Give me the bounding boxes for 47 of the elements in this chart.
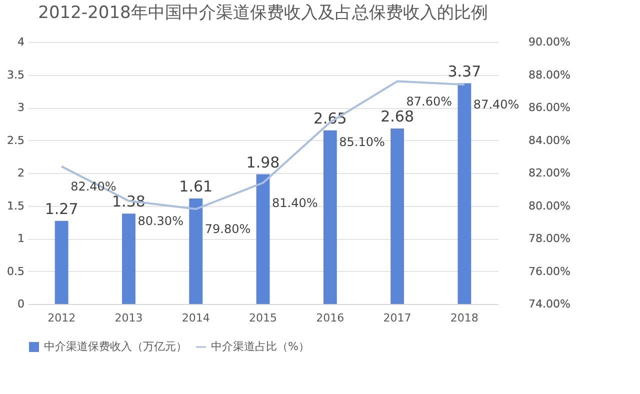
bar xyxy=(256,174,270,304)
data-label: 87.40% xyxy=(473,98,520,112)
y2-tick-label: 82.00% xyxy=(528,166,570,180)
y2-tick-label: 86.00% xyxy=(528,101,570,114)
data-label: 79.80% xyxy=(204,222,251,236)
y-tick-label: 0 xyxy=(18,298,24,310)
data-label: 82.40% xyxy=(70,179,116,194)
data-label: 87.60% xyxy=(406,94,452,108)
data-label: 2.68 xyxy=(380,107,414,126)
x-tick-label: 2012 xyxy=(48,312,76,324)
y-tick-label: 1.5 xyxy=(7,199,24,212)
legend-label: 中介渠道保费收入（万亿元） xyxy=(44,340,187,353)
y2-tick-label: 76.00% xyxy=(528,264,570,278)
data-label: 3.37 xyxy=(448,62,482,80)
x-tick-label: 2017 xyxy=(383,312,412,324)
y-tick-label: 4 xyxy=(18,36,24,48)
bar xyxy=(390,128,404,304)
data-label: 80.30% xyxy=(138,214,184,228)
chart-title: 2012-2018年中国中介渠道保费收入及占总保费收入的比例 xyxy=(38,3,488,23)
y2-tick-label: 88.00% xyxy=(528,68,570,82)
y2-tick-label: 80.00% xyxy=(528,199,570,212)
y2-tick-label: 78.00% xyxy=(528,232,570,245)
bar xyxy=(54,220,68,304)
bar xyxy=(323,130,337,304)
y2-tick-label: 74.00% xyxy=(528,298,570,310)
y-tick-label: 0.5 xyxy=(7,264,24,278)
x-tick-label: 2015 xyxy=(249,312,277,324)
x-tick-label: 2018 xyxy=(450,312,478,324)
x-tick-label: 2016 xyxy=(316,312,344,324)
y2-tick-label: 84.00% xyxy=(528,134,570,147)
bar xyxy=(122,214,136,304)
y-tick-label: 1 xyxy=(18,232,24,245)
y2-tick-label: 90.00% xyxy=(528,36,570,48)
bar xyxy=(189,198,203,304)
bar xyxy=(458,83,472,304)
data-label: 1.98 xyxy=(246,153,280,172)
data-label: 81.40% xyxy=(272,196,318,210)
data-label: 1.61 xyxy=(179,178,213,196)
y-tick-label: 3 xyxy=(18,101,24,114)
legend-label: 中介渠道占比（%） xyxy=(211,340,310,353)
data-label: 85.10% xyxy=(339,135,385,150)
data-label: 1.27 xyxy=(44,200,78,218)
y-tick-label: 2 xyxy=(18,166,24,180)
x-tick-label: 2014 xyxy=(182,312,210,324)
x-tick-label: 2013 xyxy=(114,312,143,324)
y-tick-label: 3.5 xyxy=(7,68,24,82)
y-tick-label: 2.5 xyxy=(7,134,24,147)
